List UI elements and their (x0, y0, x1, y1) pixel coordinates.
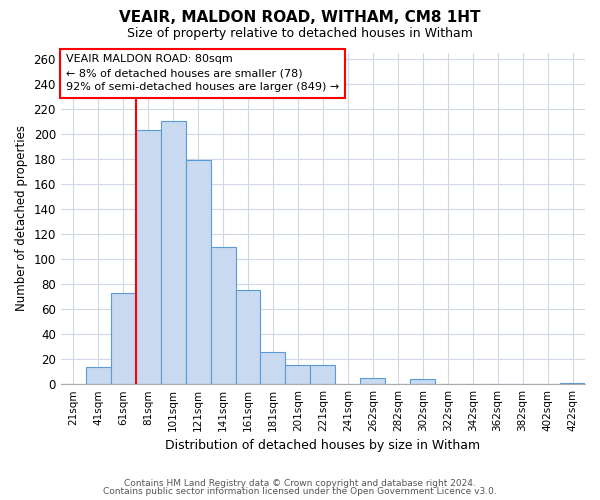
Y-axis label: Number of detached properties: Number of detached properties (15, 126, 28, 312)
Bar (86, 366, 111, 384)
Text: VEAIR, MALDON ROAD, WITHAM, CM8 1HT: VEAIR, MALDON ROAD, WITHAM, CM8 1HT (119, 10, 481, 25)
Bar (185, 160, 211, 384)
Bar (111, 293, 136, 384)
Bar (211, 246, 236, 384)
Bar (236, 290, 260, 384)
Text: VEAIR MALDON ROAD: 80sqm
← 8% of detached houses are smaller (78)
92% of semi-de: VEAIR MALDON ROAD: 80sqm ← 8% of detache… (66, 54, 339, 92)
Text: Contains HM Land Registry data © Crown copyright and database right 2024.: Contains HM Land Registry data © Crown c… (124, 478, 476, 488)
Text: Contains public sector information licensed under the Open Government Licence v3: Contains public sector information licen… (103, 487, 497, 496)
X-axis label: Distribution of detached houses by size in Witham: Distribution of detached houses by size … (166, 440, 481, 452)
Bar (136, 130, 161, 384)
Bar (161, 122, 185, 384)
Bar (361, 378, 385, 384)
Bar (560, 383, 585, 384)
Text: Size of property relative to detached houses in Witham: Size of property relative to detached ho… (127, 28, 473, 40)
Bar (286, 366, 310, 384)
Bar (310, 366, 335, 384)
Bar (410, 379, 435, 384)
Bar (260, 352, 286, 384)
